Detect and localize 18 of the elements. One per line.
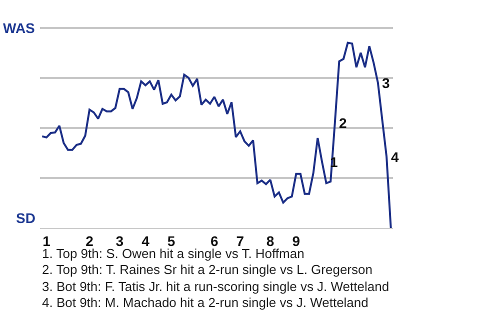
- x-tick-label: 9: [292, 232, 300, 249]
- text: 4. Bot 9th: M. Machado hit a 2-run single vs J. Wetteland: [42, 295, 368, 310]
- x-tick-label: 6: [210, 232, 218, 249]
- x-tick-label: 2: [86, 232, 94, 249]
- x-tick-label: 7: [236, 232, 244, 249]
- x-tick-label: 4: [142, 232, 150, 249]
- x-tick-label: 3: [116, 232, 124, 249]
- text: WAS: [3, 20, 35, 36]
- x-tick-label: 8: [266, 232, 274, 249]
- text: 1. Top 9th: S. Owen hit a single vs T. Hoffman: [42, 246, 304, 261]
- text: 2. Top 9th: T. Raines Sr hit a 2-run single vs L. Gregerson: [42, 262, 372, 277]
- x-tick-label: 1: [42, 232, 51, 249]
- text: SD: [16, 210, 36, 226]
- text: 3. Bot 9th: F. Tatis Jr. hit a run-scoring single vs J. Wetteland: [42, 279, 390, 294]
- annotation: 4: [391, 149, 399, 165]
- x-tick-label: 5: [167, 232, 176, 249]
- annotation: 2: [339, 115, 347, 131]
- annotation: 3: [382, 75, 390, 91]
